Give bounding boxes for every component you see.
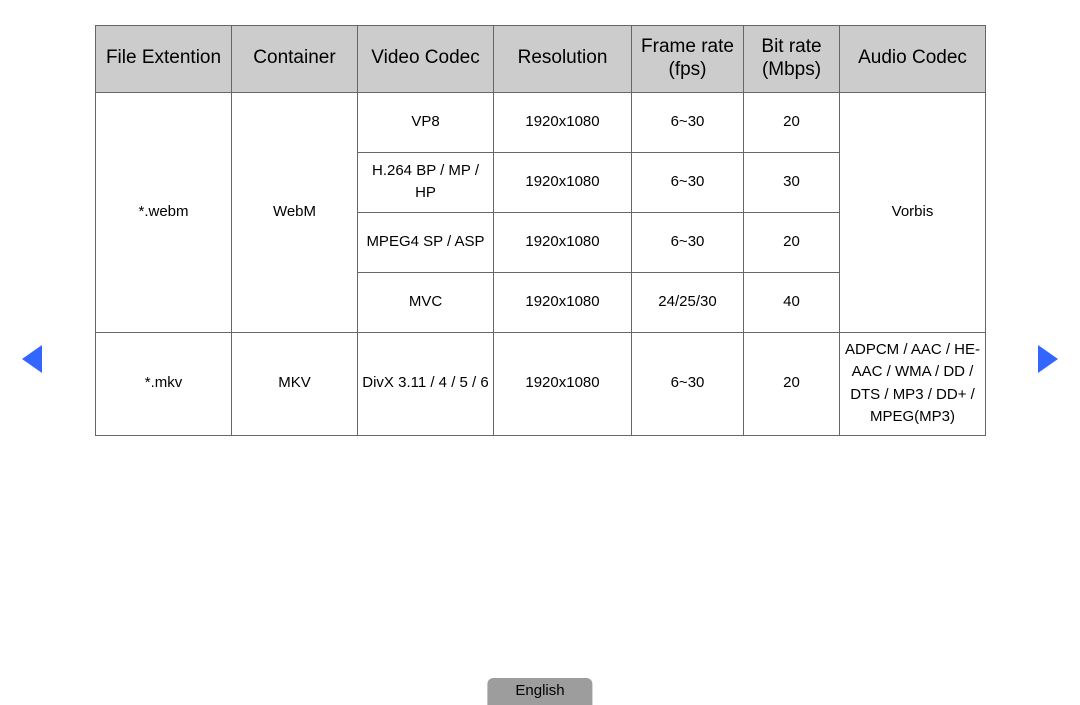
table-row: *.webm WebM VP8 1920x1080 6~30 20 Vorbis (96, 92, 986, 152)
codec-table: File Extention Container Video Codec Res… (95, 25, 986, 436)
cell-video-codec: MVC (358, 272, 494, 332)
col-video-codec: Video Codec (358, 26, 494, 93)
codec-table-body: *.webm WebM VP8 1920x1080 6~30 20 Vorbis… (96, 92, 986, 435)
col-bit-rate: Bit rate (Mbps) (744, 26, 840, 93)
cell-container: WebM (232, 92, 358, 332)
cell-frame-rate: 6~30 (632, 212, 744, 272)
cell-bit-rate: 20 (744, 92, 840, 152)
cell-bit-rate: 30 (744, 152, 840, 212)
cell-bit-rate: 20 (744, 332, 840, 435)
cell-video-codec: VP8 (358, 92, 494, 152)
col-resolution: Resolution (494, 26, 632, 93)
table-row: *.mkv MKV DivX 3.11 / 4 / 5 / 6 1920x108… (96, 332, 986, 435)
cell-audio-codec: ADPCM / AAC / HE-AAC / WMA / DD / DTS / … (840, 332, 986, 435)
cell-frame-rate: 6~30 (632, 92, 744, 152)
table-header-row: File Extention Container Video Codec Res… (96, 26, 986, 93)
cell-frame-rate: 24/25/30 (632, 272, 744, 332)
cell-frame-rate: 6~30 (632, 152, 744, 212)
cell-frame-rate: 6~30 (632, 332, 744, 435)
cell-bit-rate: 40 (744, 272, 840, 332)
col-file-extension: File Extention (96, 26, 232, 93)
next-page-arrow[interactable] (1038, 345, 1058, 373)
col-audio-codec: Audio Codec (840, 26, 986, 93)
cell-resolution: 1920x1080 (494, 272, 632, 332)
col-container: Container (232, 26, 358, 93)
cell-resolution: 1920x1080 (494, 92, 632, 152)
prev-page-arrow[interactable] (22, 345, 42, 373)
col-frame-rate: Frame rate (fps) (632, 26, 744, 93)
cell-resolution: 1920x1080 (494, 212, 632, 272)
codec-table-container: File Extention Container Video Codec Res… (95, 25, 985, 436)
cell-bit-rate: 20 (744, 212, 840, 272)
cell-video-codec: MPEG4 SP / ASP (358, 212, 494, 272)
cell-video-codec: H.264 BP / MP / HP (358, 152, 494, 212)
cell-video-codec: DivX 3.11 / 4 / 5 / 6 (358, 332, 494, 435)
cell-file-extension: *.webm (96, 92, 232, 332)
language-indicator: English (487, 678, 592, 705)
cell-resolution: 1920x1080 (494, 332, 632, 435)
cell-file-extension: *.mkv (96, 332, 232, 435)
cell-resolution: 1920x1080 (494, 152, 632, 212)
cell-container: MKV (232, 332, 358, 435)
cell-audio-codec: Vorbis (840, 92, 986, 332)
